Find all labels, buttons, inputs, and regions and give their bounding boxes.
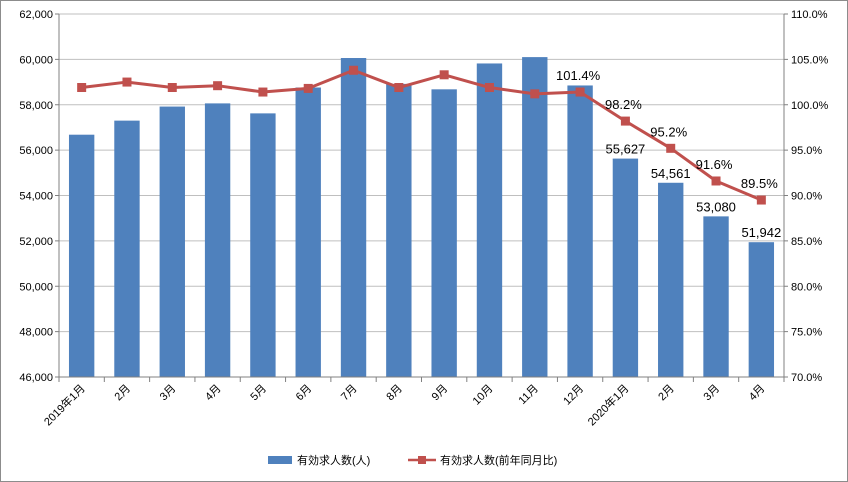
line-marker	[530, 89, 540, 99]
left-tick-label: 54,000	[19, 191, 53, 203]
right-tick-label: 110.0%	[791, 9, 828, 21]
bar-series	[68, 57, 775, 378]
line-marker	[77, 83, 87, 93]
legend-swatch-bar	[268, 456, 292, 464]
x-tick-label: 7月	[339, 383, 360, 404]
line-marker	[394, 83, 404, 93]
bar	[567, 85, 593, 377]
legend-swatch-marker	[418, 456, 426, 464]
data-labels: 101.4% 98.2% 95.2% 91.6% 89.5% 55,627 54,561 53…	[556, 68, 781, 240]
bar	[476, 63, 503, 378]
bar	[114, 120, 140, 377]
x-tick-label: 3月	[702, 383, 723, 404]
legend-label-bar: 有効求人数(人)	[297, 453, 370, 467]
x-tick-label: 2月	[656, 383, 677, 404]
x-tick-label: 4月	[747, 383, 768, 404]
left-tick-label: 48,000	[19, 327, 53, 339]
x-tick-label: 2月	[112, 383, 133, 404]
right-tick-label: 75.0%	[791, 327, 822, 339]
right-axis-ticks: 70.0% 75.0% 80.0% 85.0% 90.0% 95.0% 100.0% 105.…	[784, 9, 829, 384]
line-data-label: 98.2%	[605, 97, 642, 112]
bar	[612, 158, 639, 377]
right-tick-label: 95.0%	[791, 145, 822, 157]
line-marker	[756, 195, 766, 205]
x-tick-label: 10月	[471, 383, 496, 408]
x-tick-label: 5月	[248, 383, 269, 404]
bar	[295, 87, 321, 377]
x-tick-label: 9月	[430, 383, 451, 404]
right-tick-label: 70.0%	[791, 372, 822, 384]
x-tick-label: 3月	[158, 383, 179, 404]
line-marker	[213, 81, 223, 91]
line-marker	[711, 176, 721, 186]
bar	[68, 134, 95, 377]
left-tick-label: 58,000	[19, 100, 53, 112]
bar	[658, 182, 684, 377]
right-tick-label: 100.0%	[791, 100, 829, 112]
bar	[386, 83, 412, 377]
line-marker	[167, 83, 177, 93]
line-marker	[620, 116, 630, 126]
legend-label-line: 有効求人数(前年同月比)	[440, 453, 557, 467]
line-marker	[258, 87, 268, 97]
line-marker	[303, 83, 313, 93]
right-tick-label: 90.0%	[791, 191, 822, 203]
x-tick-label: 2020年1月	[584, 381, 631, 428]
line-data-label: 89.5%	[741, 176, 778, 191]
line-series	[77, 65, 766, 205]
right-tick-label: 80.0%	[791, 281, 822, 293]
left-tick-label: 56,000	[19, 145, 53, 157]
line-marker	[122, 77, 132, 87]
line-data-label: 95.2%	[650, 124, 687, 139]
line-marker	[484, 83, 494, 93]
right-tick-label: 85.0%	[791, 236, 822, 248]
line-marker	[575, 87, 585, 97]
line-data-label: 101.4%	[556, 68, 601, 83]
x-axis-ticks: 2019年1月 2月 3月 4月 5月 6月 7月 8月 9月 10月 11月 12月 2020年1月 2…	[41, 377, 785, 428]
bar-data-label: 55,627	[606, 142, 646, 157]
line-marker	[666, 143, 676, 153]
bar	[431, 89, 457, 377]
bar	[748, 242, 775, 377]
line-marker	[349, 65, 359, 75]
x-tick-label: 4月	[203, 383, 224, 404]
x-tick-label: 11月	[517, 383, 541, 407]
line-data-label: 91.6%	[696, 157, 733, 172]
left-tick-label: 50,000	[19, 281, 53, 293]
x-tick-label: 2019年1月	[41, 381, 88, 428]
right-tick-label: 105.0%	[791, 54, 829, 66]
bar	[250, 113, 276, 377]
left-tick-label: 46,000	[19, 372, 53, 384]
left-tick-label: 62,000	[19, 9, 53, 21]
legend: 有効求人数(人) 有効求人数(前年同月比)	[268, 453, 557, 467]
bar	[340, 58, 367, 378]
bar-data-label: 53,080	[696, 199, 736, 214]
line-path	[81, 68, 762, 202]
bar-data-label: 54,561	[651, 166, 691, 181]
bar	[204, 103, 231, 378]
x-tick-label: 6月	[294, 383, 315, 404]
left-tick-label: 60,000	[19, 54, 53, 66]
bar	[159, 106, 185, 377]
bar	[522, 57, 548, 377]
x-tick-label: 8月	[384, 383, 405, 404]
left-tick-label: 52,000	[19, 236, 53, 248]
x-tick-label: 12月	[561, 383, 586, 408]
left-axis-ticks: 46,000 48,000 50,000 52,000 54,000 56,000 58,0…	[19, 9, 59, 384]
bar-data-label: 51,942	[741, 225, 781, 240]
line-marker	[439, 70, 449, 80]
bar	[703, 216, 729, 377]
